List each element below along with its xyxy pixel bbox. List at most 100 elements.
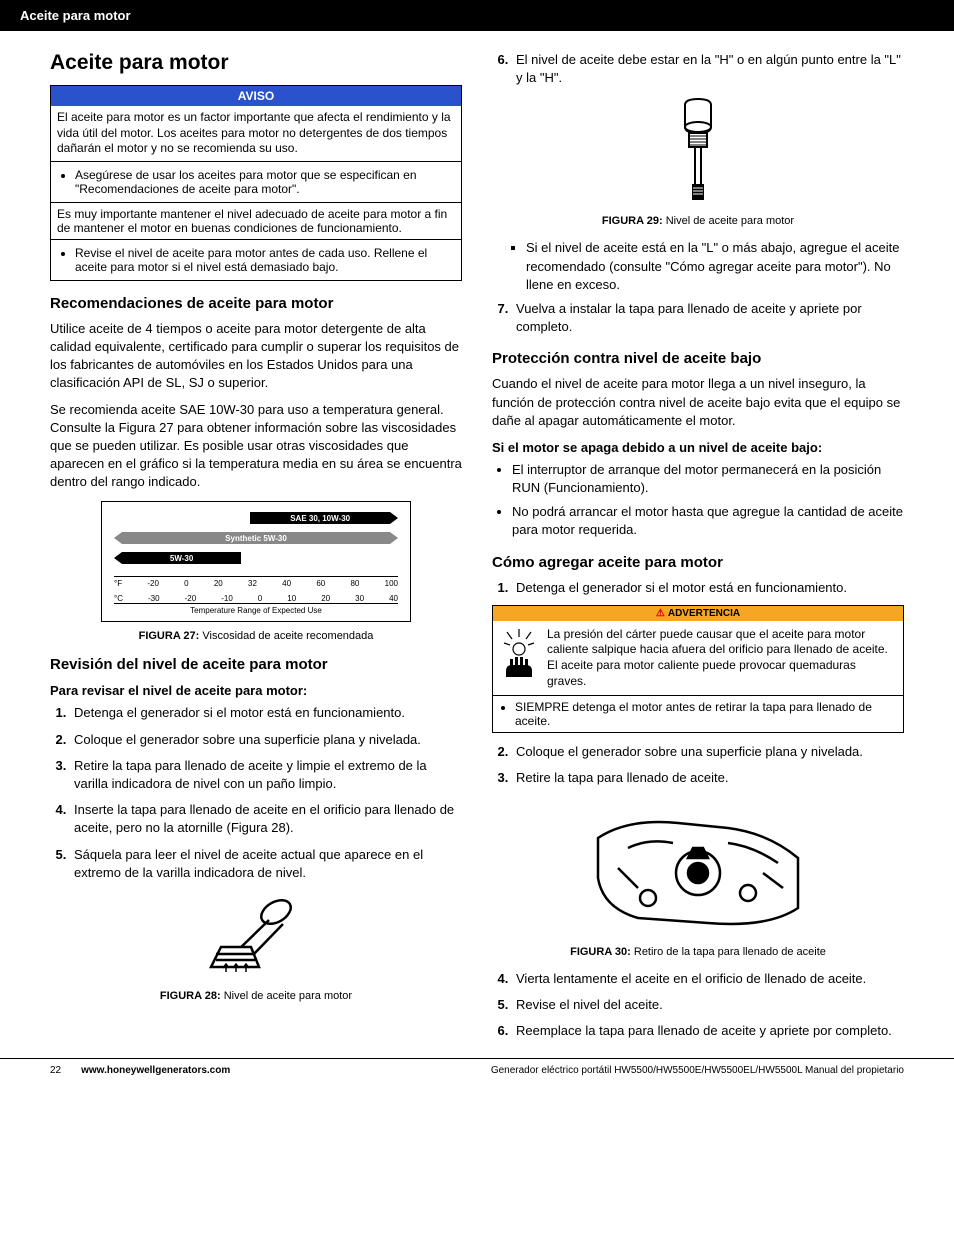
add-steps-2: Coloque el generador sobre una superfici… <box>492 743 904 787</box>
scale-val: -20 <box>147 579 159 588</box>
left-column: Aceite para motor AVISO El aceite para m… <box>50 51 462 1048</box>
add-step-6: Reemplace la tapa para llenado de aceite… <box>512 1022 904 1040</box>
warning-icons <box>499 627 539 689</box>
aviso-p1: El aceite para motor es un factor import… <box>51 106 461 161</box>
rev-sub6: Si el nivel de aceite está en la "L" o m… <box>526 239 904 294</box>
fig27-label: FIGURA 27: <box>139 630 200 642</box>
page-title: Aceite para motor <box>50 51 462 75</box>
rev-steps-cont: El nivel de aceite debe estar en la "H" … <box>492 51 904 87</box>
scale-val: 20 <box>321 594 330 603</box>
content-columns: Aceite para motor AVISO El aceite para m… <box>0 31 954 1058</box>
add-steps-3: Vierta lentamente el aceite en el orific… <box>492 970 904 1041</box>
add-steps-1: Detenga el generador si el motor está en… <box>492 579 904 597</box>
page: Aceite para motor Aceite para motor AVIS… <box>0 0 954 1102</box>
aviso-bullet-row2: Revise el nivel de aceite para motor ant… <box>51 239 461 280</box>
rev-sub-bullets: Si el nivel de aceite está en la "L" o m… <box>492 239 904 294</box>
rev-steps-cont2: Vuelva a instalar la tapa para llenado d… <box>492 300 904 336</box>
rev-step-6: El nivel de aceite debe estar en la "H" … <box>512 51 904 87</box>
rev-heading: Revisión del nivel de aceite para motor <box>50 656 462 673</box>
rec-heading: Recomendaciones de aceite para motor <box>50 295 462 312</box>
scale-val: -10 <box>221 594 233 603</box>
fig30-illustration <box>492 798 904 938</box>
aviso-b1: Asegúrese de usar los aceites para motor… <box>75 168 455 196</box>
warning-title: ADVERTENCIA <box>493 606 903 621</box>
fig29-illustration <box>492 97 904 207</box>
scale-val: 80 <box>350 579 359 588</box>
chart-scale-f: °F -20 0 20 32 40 60 80 100 <box>114 576 398 588</box>
add-step-5: Revise el nivel del aceite. <box>512 996 904 1014</box>
prot-b1: El interruptor de arranque del motor per… <box>512 461 904 497</box>
scale-val: -20 <box>185 594 197 603</box>
rev-step-5: Sáquela para leer el nivel de aceite act… <box>70 846 462 882</box>
scale-lbl: °F <box>114 579 122 588</box>
rec-p2: Se recomienda aceite SAE 10W-30 para uso… <box>50 401 462 492</box>
add-step-2: Coloque el generador sobre una superfici… <box>512 743 904 761</box>
prot-p1: Cuando el nivel de aceite para motor lle… <box>492 375 904 430</box>
fig27-text: Viscosidad de aceite recomendada <box>202 630 373 642</box>
add-heading: Cómo agregar aceite para motor <box>492 554 904 571</box>
scale-val: 0 <box>258 594 262 603</box>
prot-sub: Si el motor se apaga debido a un nivel d… <box>492 440 904 455</box>
fig29-caption: FIGURA 29: Nivel de aceite para motor <box>492 215 904 227</box>
page-footer: 22 www.honeywellgenerators.com Generador… <box>0 1058 954 1082</box>
scale-val: 100 <box>385 579 398 588</box>
chart-bar-5w30: 5W-30 <box>122 552 241 564</box>
warning-body: La presión del cárter puede causar que e… <box>493 621 903 695</box>
prot-heading: Protección contra nivel de aceite bajo <box>492 350 904 367</box>
rev-step-1: Detenga el generador si el motor está en… <box>70 704 462 722</box>
add-step-4: Vierta lentamente el aceite en el orific… <box>512 970 904 988</box>
warning-b1: SIEMPRE detenga el motor antes de retira… <box>515 700 897 728</box>
prot-bullets: El interruptor de arranque del motor per… <box>492 461 904 540</box>
chart-footer: Temperature Range of Expected Use <box>114 603 398 617</box>
rec-p1: Utilice aceite de 4 tiempos o aceite par… <box>50 320 462 393</box>
rev-step-7: Vuelva a instalar la tapa para llenado d… <box>512 300 904 336</box>
aviso-title: AVISO <box>51 86 461 106</box>
scale-lbl: °C <box>114 594 123 603</box>
scale-val: -30 <box>148 594 160 603</box>
fig28-label: FIGURA 28: <box>160 990 221 1002</box>
scale-val: 20 <box>214 579 223 588</box>
scale-val: 30 <box>355 594 364 603</box>
fig28-illustration <box>50 892 462 982</box>
fig30-label: FIGURA 30: <box>570 946 631 958</box>
aviso-p2: Es muy importante mantener el nivel adec… <box>51 202 461 239</box>
rev-steps: Detenga el generador si el motor está en… <box>50 704 462 882</box>
header-section: Aceite para motor <box>20 8 131 23</box>
fig27-caption: FIGURA 27: Viscosidad de aceite recomend… <box>50 630 462 642</box>
scale-val: 60 <box>316 579 325 588</box>
splash-icon <box>499 627 539 657</box>
scale-val: 40 <box>389 594 398 603</box>
rev-sub: Para revisar el nivel de aceite para mot… <box>50 683 462 698</box>
fig30-caption: FIGURA 30: Retiro de la tapa para llenad… <box>492 946 904 958</box>
add-step-3: Retire la tapa para llenado de aceite. <box>512 769 904 787</box>
chart-bar-syn: Synthetic 5W-30 <box>122 532 390 544</box>
viscosity-chart: SAE 30, 10W-30 Synthetic 5W-30 5W-30 °F … <box>50 501 462 622</box>
header-bar: Aceite para motor <box>0 0 954 31</box>
fig29-text: Nivel de aceite para motor <box>666 215 794 227</box>
warning-bullet-row: SIEMPRE detenga el motor antes de retira… <box>493 695 903 732</box>
aviso-bullet-row1: Asegúrese de usar los aceites para motor… <box>51 161 461 202</box>
aviso-b2: Revise el nivel de aceite para motor ant… <box>75 246 455 274</box>
fig28-text: Nivel de aceite para motor <box>224 990 352 1002</box>
chart-scale-c: °C -30 -20 -10 0 10 20 30 40 <box>114 592 398 603</box>
warning-text: La presión del cárter puede causar que e… <box>547 627 897 689</box>
chart-box: SAE 30, 10W-30 Synthetic 5W-30 5W-30 °F … <box>101 501 411 622</box>
right-column: El nivel de aceite debe estar en la "H" … <box>492 51 904 1048</box>
warning-box: ADVERTENCIA La presión del cárter puede … <box>492 605 904 733</box>
scale-val: 0 <box>184 579 188 588</box>
page-number: 22 <box>50 1065 61 1076</box>
fig29-label: FIGURA 29: <box>602 215 663 227</box>
scale-val: 32 <box>248 579 257 588</box>
add-step-1: Detenga el generador si el motor está en… <box>512 579 904 597</box>
rev-step-4: Inserte la tapa para llenado de aceite e… <box>70 801 462 837</box>
aviso-box: AVISO El aceite para motor es un factor … <box>50 85 462 281</box>
scale-val: 40 <box>282 579 291 588</box>
rev-step-2: Coloque el generador sobre una superfici… <box>70 731 462 749</box>
prot-b2: No podrá arrancar el motor hasta que agr… <box>512 503 904 539</box>
hand-icon <box>499 657 539 683</box>
scale-val: 10 <box>287 594 296 603</box>
footer-url: www.honeywellgenerators.com <box>81 1065 230 1076</box>
footer-doc: Generador eléctrico portátil HW5500/HW55… <box>250 1065 904 1076</box>
fig30-text: Retiro de la tapa para llenado de aceite <box>634 946 826 958</box>
rev-step-3: Retire la tapa para llenado de aceite y … <box>70 757 462 793</box>
